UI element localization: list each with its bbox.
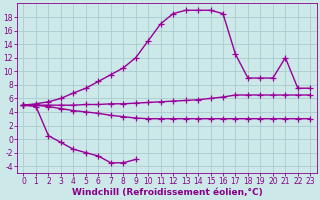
X-axis label: Windchill (Refroidissement éolien,°C): Windchill (Refroidissement éolien,°C) — [72, 188, 262, 197]
